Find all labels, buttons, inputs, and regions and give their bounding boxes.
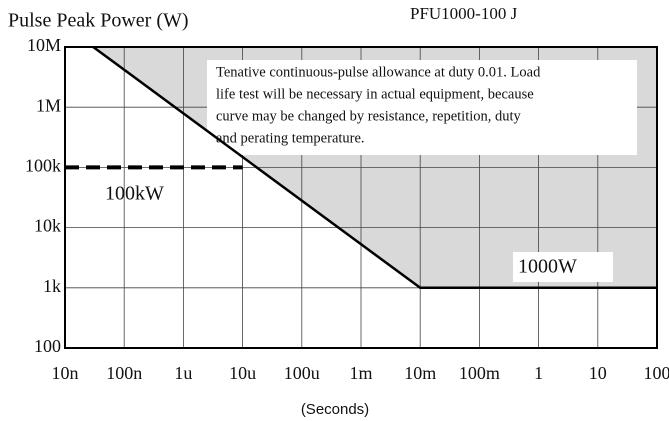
annotation-line: curve may be changed by resistance, repe… [216, 108, 522, 124]
x-tick-label: 1u [174, 363, 192, 383]
x-tick-label: 1m [349, 363, 372, 383]
x-tick-label: 10n [52, 363, 79, 383]
chart-subtitle: PFU1000-100 J [410, 4, 518, 23]
label-1000w: 1000W [518, 256, 577, 278]
y-tick-label: 10M [27, 35, 61, 55]
annotation-line: Tenative continuous-pulse allowance at d… [216, 64, 541, 80]
x-tick-label: 100u [284, 363, 320, 383]
x-tick-label: 100n [106, 363, 142, 383]
annotation-box [207, 60, 637, 155]
annotation-line: life test will be necessary in actual eq… [216, 86, 534, 102]
chart-title: Pulse Peak Power (W) [8, 10, 189, 32]
x-tick-label: 10 [589, 363, 607, 383]
x-axis-label: (Seconds) [301, 401, 369, 418]
label-100kw: 100kW [105, 183, 164, 205]
y-tick-label: 1M [36, 95, 61, 115]
x-tick-label: 1 [534, 363, 543, 383]
x-tick-label: 10m [404, 363, 436, 383]
y-tick-label: 100k [25, 156, 61, 176]
x-tick-label: 100 [644, 363, 669, 383]
plot-frame [64, 46, 658, 349]
y-tick-label: 100 [34, 336, 61, 356]
y-tick-label: 1k [43, 276, 61, 296]
x-tick-label: 100m [459, 363, 500, 383]
x-tick-label: 10u [229, 363, 256, 383]
label-1000w-bg [513, 252, 613, 282]
annotation-line: and perating temperature. [216, 130, 365, 146]
y-tick-label: 10k [34, 216, 61, 236]
line [92, 45, 657, 290]
